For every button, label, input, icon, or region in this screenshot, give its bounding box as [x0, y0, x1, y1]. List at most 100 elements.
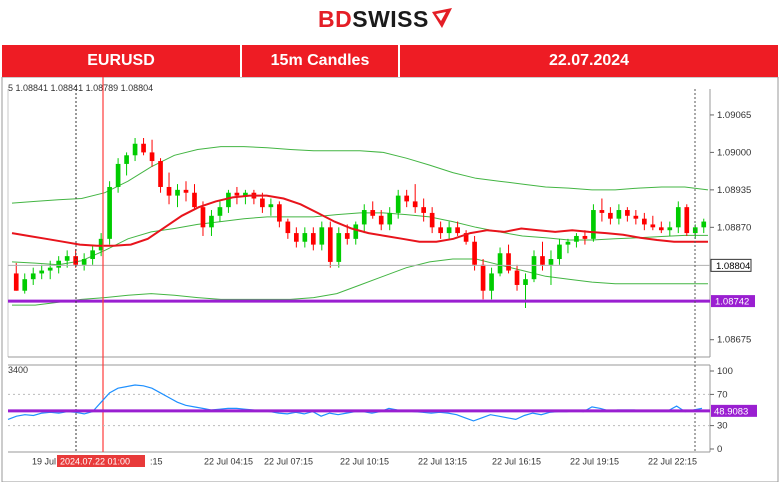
candle-body: [370, 210, 376, 216]
price-tick-label: 1.09000: [717, 147, 751, 158]
candle-body: [633, 215, 639, 219]
header-divider: [240, 45, 242, 77]
candle-body: [310, 233, 316, 245]
upper-band-line: [11, 146, 709, 204]
candle-body: [22, 279, 28, 291]
candle-body: [353, 224, 359, 239]
candle-body: [166, 186, 172, 196]
candle-body: [336, 233, 342, 262]
candle-body: [378, 215, 384, 225]
candle-body: [141, 143, 146, 153]
candle-body: [209, 215, 214, 228]
candle-body: [149, 152, 155, 162]
candle-body: [200, 207, 206, 228]
price-tick-label: 1.08675: [717, 335, 751, 346]
candle-body: [243, 192, 248, 196]
candle-body: [90, 250, 95, 260]
candle-body: [608, 212, 613, 219]
x-tick-label: 22 Jul 07:15: [264, 457, 313, 467]
middle-band-line: [11, 212, 708, 266]
rsi-top-label: 3400: [8, 365, 28, 375]
candle-body: [658, 227, 664, 231]
candle-body: [319, 227, 325, 245]
candle-body: [30, 273, 36, 280]
x-tick-label: :15: [150, 457, 163, 467]
rsi-tick-label: 100: [717, 366, 733, 377]
candle-body: [64, 256, 70, 261]
candle-body: [115, 163, 121, 187]
brand-name-part2: SWISS: [352, 6, 429, 32]
candle-body: [531, 256, 537, 280]
x-tick-label: 22 Jul 10:15: [340, 457, 389, 467]
candle-body: [124, 155, 129, 164]
price-tick-label: 1.08870: [717, 222, 751, 233]
candle-body: [81, 259, 87, 265]
candle-body: [132, 143, 138, 156]
candle-body: [226, 192, 231, 208]
candle-body: [268, 204, 274, 208]
current-price-label: 1.08804: [716, 261, 750, 272]
candle-body: [523, 279, 528, 285]
candle-body: [582, 235, 588, 239]
candle-body: [39, 270, 45, 274]
candle-body: [285, 221, 291, 234]
x-tick-label: 22 Jul 22:15: [648, 457, 697, 467]
moving-average-line: [11, 194, 708, 247]
candle-body: [429, 212, 435, 228]
candle-body: [557, 244, 562, 260]
x-tick-label: 2024.07.22 01:00: [60, 457, 130, 467]
candle-body: [327, 227, 333, 262]
candle-body: [667, 227, 673, 231]
candle-body: [412, 201, 418, 208]
candle-body: [192, 192, 197, 208]
candle-body: [446, 227, 452, 234]
candle-body: [13, 273, 19, 291]
candle-body: [565, 241, 571, 245]
x-tick-label: 19 Jul: [32, 457, 56, 467]
x-tick-label: 22 Jul 13:15: [418, 457, 467, 467]
candle-body: [506, 253, 511, 271]
candle-body: [650, 224, 656, 228]
title-bar: EURUSD 15m Candles 22.07.2024: [2, 45, 778, 77]
candle-body: [675, 207, 681, 228]
candle-body: [480, 264, 486, 291]
rsi-tick-label: 30: [717, 421, 728, 432]
candle-body: [404, 195, 410, 202]
candle-body: [514, 270, 520, 285]
candle-body: [574, 235, 579, 242]
candle-body: [73, 256, 78, 265]
candle-body: [616, 210, 622, 219]
rsi-tick-label: 0: [717, 444, 722, 455]
candle-body: [591, 210, 596, 239]
candle-body: [642, 218, 647, 225]
candle-body: [175, 189, 180, 196]
candle-body: [98, 238, 104, 251]
candle-body: [421, 207, 426, 213]
rsi-level-label: 48.9083: [714, 406, 748, 417]
candle-body: [56, 260, 62, 268]
rsi-level-tag: [711, 404, 757, 417]
candle-body: [183, 189, 189, 193]
support-level-label: 1.08742: [715, 297, 749, 308]
candle-body: [277, 204, 282, 222]
candle-body: [107, 186, 112, 239]
price-tick-label: 1.08935: [717, 185, 751, 196]
candle-body: [344, 233, 350, 239]
candle-body: [395, 195, 401, 213]
lower-band-line: [12, 258, 708, 306]
candle-body: [489, 273, 494, 291]
x-tick-label: 22 Jul 04:15: [204, 457, 253, 467]
candle-body: [158, 161, 163, 187]
candle-body: [701, 221, 707, 228]
header-divider: [398, 45, 400, 77]
candle-body: [540, 256, 545, 265]
selected-time-tag: [57, 455, 145, 467]
brand-logo: BDSWISS: [318, 6, 429, 33]
candle-body: [234, 192, 240, 196]
x-tick-label: 22 Jul 19:15: [570, 457, 619, 467]
candle-body: [438, 227, 443, 234]
rsi-tick-label: 70: [717, 389, 728, 400]
candle-body: [455, 227, 460, 234]
support-level-tag: [711, 295, 755, 308]
symbol-label: EURUSD: [87, 52, 155, 69]
